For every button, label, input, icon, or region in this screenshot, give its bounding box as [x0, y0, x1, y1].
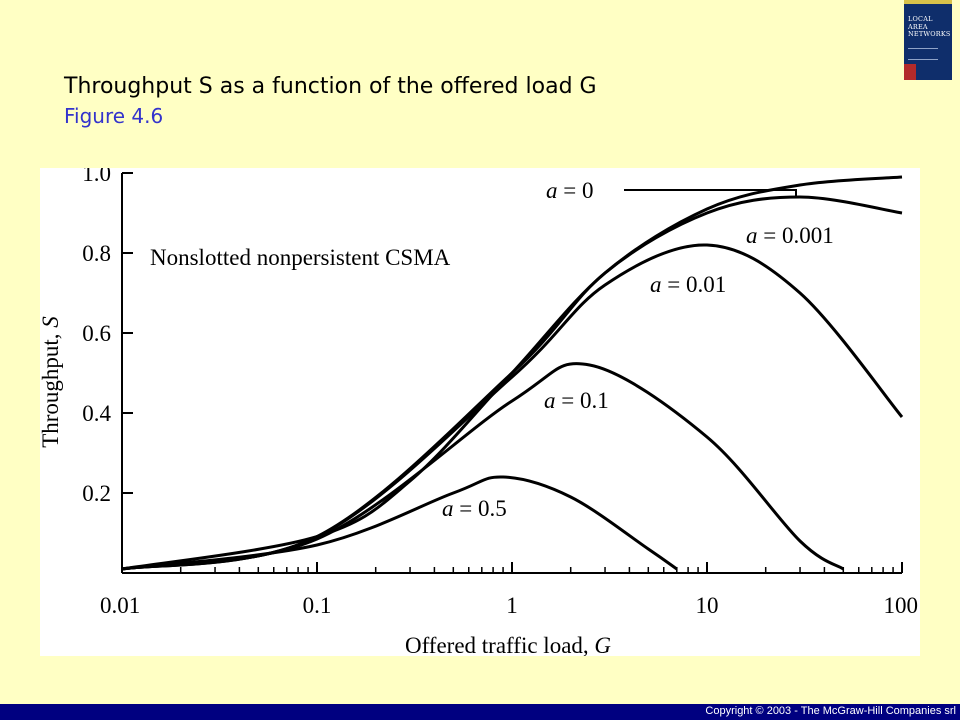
- plot-panel: 0.01 0.1 1 10 100 0.2 0.4 0.6 0.8 1.0 a = 0 a = 0.…: [40, 168, 920, 656]
- series-label: a = 0: [546, 178, 593, 203]
- x-axis-label: Offered traffic load, G: [405, 633, 611, 656]
- footer-bar: Copyright © 2003 - The McGraw-Hill Compa…: [0, 704, 960, 720]
- y-tick-label: 1.0: [82, 168, 111, 186]
- slide-title: Throughput S as a function of the offere…: [64, 74, 597, 99]
- y-tick-label: 0.8: [82, 241, 111, 266]
- publisher-logo: [904, 64, 916, 80]
- book-cover-title: LOCAL AREA NETWORKS: [908, 15, 951, 38]
- book-cover-details: [908, 48, 938, 60]
- x-tick-label: 1: [506, 593, 518, 618]
- series-labels: a = 0 a = 0.001 a = 0.01 a = 0.1 a = 0.5: [442, 178, 834, 521]
- book-cover-thumbnail: LOCAL AREA NETWORKS: [904, 0, 952, 80]
- series-label-leader: [624, 189, 797, 198]
- x-tick-label: 10: [696, 593, 719, 618]
- series-label: a = 0.1: [544, 388, 609, 413]
- ticks: 0.01 0.1 1 10 100 0.2 0.4 0.6 0.8 1.0: [82, 168, 918, 618]
- series-label: a = 0.5: [442, 496, 507, 521]
- series-label: a = 0.001: [746, 223, 834, 248]
- x-tick-label: 100: [884, 593, 919, 618]
- copyright-notice: Copyright © 2003 - The McGraw-Hill Compa…: [705, 705, 956, 717]
- series-label: a = 0.01: [650, 272, 726, 297]
- throughput-chart: 0.01 0.1 1 10 100 0.2 0.4 0.6 0.8 1.0 a = 0 a = 0.…: [40, 168, 918, 656]
- series-line: [121, 362, 845, 571]
- series-lines: [121, 175, 904, 571]
- y-axis-label: Throughput, S: [40, 316, 63, 448]
- series-line: [121, 243, 904, 571]
- y-tick-label: 0.2: [82, 481, 111, 506]
- y-tick-label: 0.6: [82, 321, 111, 346]
- inset-label: Nonslotted nonpersistent CSMA: [150, 245, 451, 270]
- book-cover-stripe: [904, 0, 952, 4]
- x-tick-label: 0.1: [303, 593, 332, 618]
- y-tick-label: 0.4: [82, 401, 111, 426]
- figure-caption: Figure 4.6: [64, 104, 164, 128]
- series-line: [121, 475, 678, 571]
- x-tick-label: 0.01: [100, 593, 140, 618]
